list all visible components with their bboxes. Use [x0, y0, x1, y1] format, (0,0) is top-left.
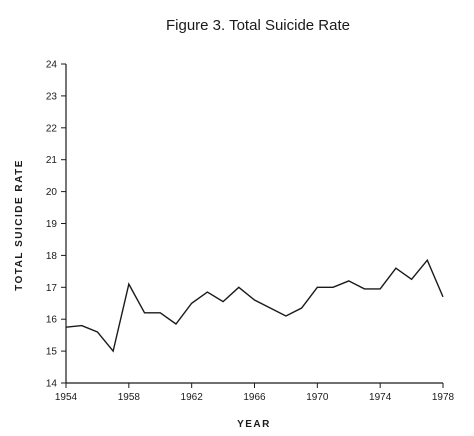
x-axis-label: YEAR [237, 419, 271, 430]
y-tick-label: 22 [46, 123, 58, 134]
x-tick-label: 1962 [181, 392, 204, 403]
y-tick-label: 19 [46, 219, 58, 230]
y-ticks: 14 15 16 17 18 19 20 21 22 23 24 [46, 60, 66, 390]
x-tick-label: 1958 [118, 392, 141, 403]
x-ticks: 1954 1958 1962 1966 1970 1974 1978 [55, 383, 455, 403]
chart-title: Figure 3. Total Suicide Rate [166, 17, 350, 34]
y-tick-label: 21 [46, 155, 58, 166]
x-tick-label: 1974 [369, 392, 392, 403]
y-axis-label: TOTAL SUICIDE RATE [14, 159, 25, 291]
axes [65, 64, 443, 384]
y-tick-label: 17 [46, 283, 58, 294]
y-tick-label: 20 [46, 187, 58, 198]
y-tick-label: 14 [46, 379, 58, 390]
y-tick-label: 24 [46, 60, 58, 71]
y-tick-label: 15 [46, 347, 58, 358]
y-tick-label: 18 [46, 251, 58, 262]
x-tick-label: 1978 [432, 392, 455, 403]
x-tick-label: 1954 [55, 392, 78, 403]
series-group [65, 258, 444, 353]
series-line [65, 258, 444, 353]
x-tick-label: 1966 [243, 392, 266, 403]
y-tick-label: 23 [46, 91, 58, 102]
x-tick-label: 1970 [306, 392, 329, 403]
y-tick-label: 16 [46, 315, 58, 326]
